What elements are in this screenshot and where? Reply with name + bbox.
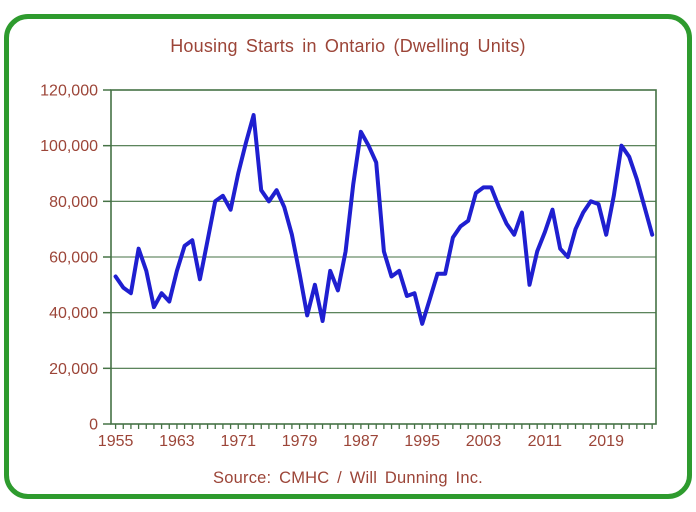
- housing-starts-series-line: [113, 113, 655, 326]
- x-axis-tick-label: 1979: [282, 433, 318, 450]
- y-axis-tick-label: 120,000: [40, 83, 98, 100]
- source-caption: Source: CMHC / Will Dunning Inc.: [213, 469, 483, 487]
- x-axis-tick-label: 2019: [588, 433, 624, 450]
- y-axis-tick-label: 80,000: [49, 194, 98, 211]
- chart-title: Housing Starts in Ontario (Dwelling Unit…: [170, 36, 526, 56]
- x-axis-tick-label: 1955: [98, 433, 134, 450]
- x-axis-tick-label: 1971: [220, 433, 256, 450]
- y-axis-tick-label: 100,000: [40, 138, 98, 155]
- x-axis-tick-label: 2003: [466, 433, 502, 450]
- y-axis-tick-label: 60,000: [49, 250, 98, 267]
- plot-border: [110, 89, 657, 425]
- x-axis-tick-label: 1963: [159, 433, 195, 450]
- y-axis-tick-label: 20,000: [49, 361, 98, 378]
- x-axis-tick-label: 2011: [528, 433, 563, 450]
- x-axis-tick-label: 1987: [343, 433, 379, 450]
- x-axis-tick-label: 1995: [404, 433, 440, 450]
- y-axis-tick-label: 40,000: [49, 305, 98, 322]
- y-axis-tick-label: 0: [89, 417, 98, 434]
